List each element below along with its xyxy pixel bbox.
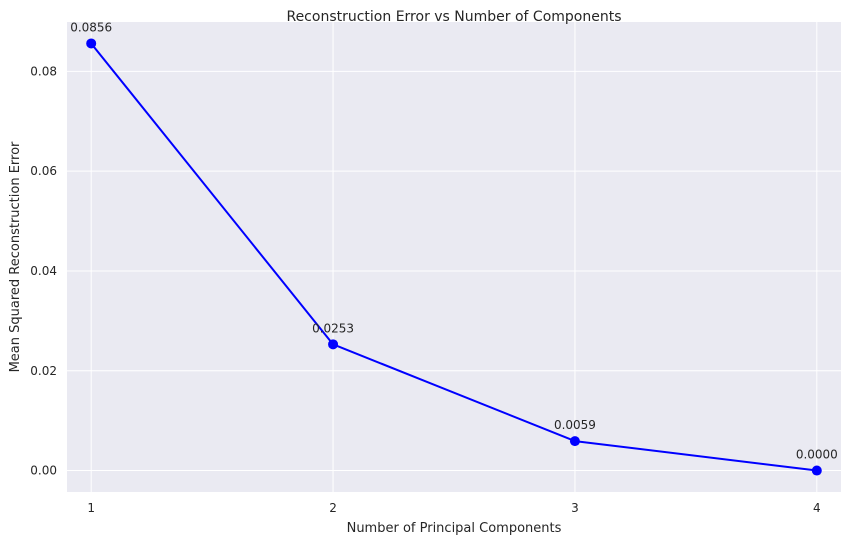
y-tick-label: 0.06 <box>30 164 57 178</box>
y-axis-label: Mean Squared Reconstruction Error <box>8 141 23 372</box>
data-point <box>811 465 822 476</box>
series-layer <box>86 38 822 476</box>
y-tick-label: 0.08 <box>30 64 57 78</box>
y-tick-label: 0.02 <box>30 364 57 378</box>
data-point <box>328 339 339 350</box>
data-label: 0.0856 <box>70 20 112 34</box>
data-labels: 0.0856 0.0253 0.0059 0.0000 <box>70 20 838 461</box>
grid <box>67 22 841 492</box>
chart-title: Reconstruction Error vs Number of Compon… <box>286 9 621 25</box>
tick-labels: 1 2 3 4 0.00 0.02 0.04 0.06 0.08 <box>30 64 820 515</box>
y-tick-label: 0.04 <box>30 264 57 278</box>
data-label: 0.0253 <box>312 321 354 335</box>
plot-area <box>67 22 841 492</box>
x-tick-label: 4 <box>813 501 821 515</box>
x-axis-label: Number of Principal Components <box>347 521 562 536</box>
y-tick-label: 0.00 <box>30 464 57 478</box>
x-tick-label: 3 <box>571 501 579 515</box>
data-point <box>569 436 580 447</box>
data-point <box>86 38 97 49</box>
x-tick-label: 2 <box>329 501 337 515</box>
data-label: 0.0059 <box>554 418 596 432</box>
data-label: 0.0000 <box>796 448 838 462</box>
series-line <box>90 42 817 472</box>
x-tick-label: 1 <box>87 501 95 515</box>
